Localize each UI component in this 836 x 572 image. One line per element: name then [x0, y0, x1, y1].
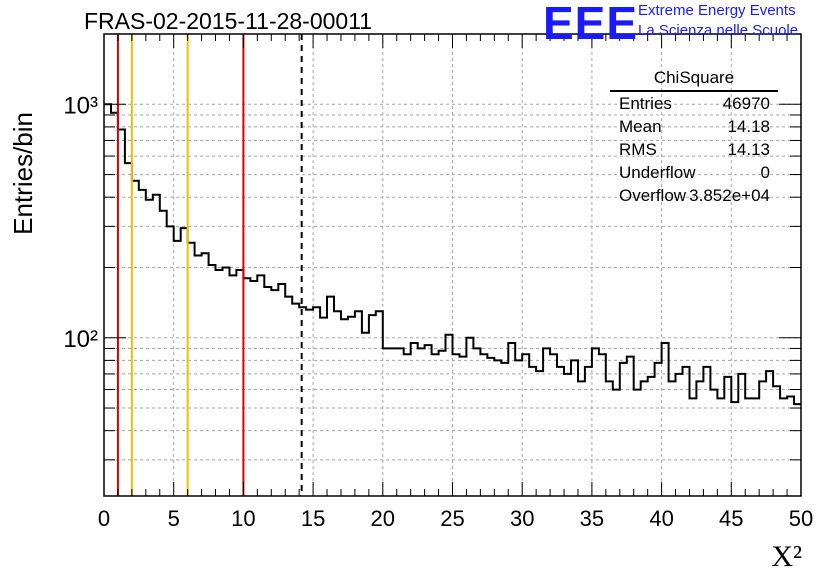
- stats-label: Entries: [619, 94, 672, 113]
- logo-line-1: Extreme Energy Events: [638, 2, 796, 19]
- stats-row: Entries 46970: [610, 92, 778, 115]
- stats-label: RMS: [619, 140, 657, 159]
- y-tick-label: 10²: [63, 326, 98, 353]
- x-tick-label: 0: [98, 506, 110, 531]
- x-tick-label: 25: [440, 506, 464, 531]
- stats-value: 14.13: [727, 140, 770, 159]
- stats-value: 3.852e+04: [689, 186, 770, 205]
- histogram-series: [104, 103, 801, 406]
- stats-value: 0: [760, 163, 770, 182]
- x-tick-labels: 0 5 10 15 20 25 30 35 40 45 50: [98, 506, 813, 531]
- stats-label: Mean: [619, 117, 662, 136]
- x-tick-label: 10: [231, 506, 255, 531]
- x-tick-label: 40: [649, 506, 673, 531]
- y-axis-label: Entries/bin: [8, 112, 38, 235]
- stats-row: Overflow 3.852e+04: [610, 184, 778, 207]
- stats-title: ChiSquare: [610, 66, 778, 92]
- x-tick-label: 45: [719, 506, 743, 531]
- stats-row: Mean 14.18: [610, 115, 778, 138]
- axis-ticks: [103, 33, 802, 496]
- eee-logo: EEE: [543, 0, 639, 49]
- plot-title: FRAS-02-2015-11-28-00011: [84, 8, 373, 34]
- x-tick-label: 30: [510, 506, 534, 531]
- stats-box: ChiSquare Entries 46970 Mean 14.18 RMS 14.1…: [610, 66, 778, 207]
- stats-row: RMS 14.13: [610, 138, 778, 161]
- stats-value: 46970: [722, 94, 770, 113]
- x-tick-label: 20: [371, 506, 395, 531]
- x-tick-label: 5: [168, 506, 180, 531]
- x-tick-label: 50: [789, 506, 813, 531]
- histogram-line: [104, 103, 801, 406]
- y-tick-label: 10³: [63, 92, 98, 119]
- stats-row: Underflow 0: [610, 161, 778, 184]
- x-tick-label: 15: [301, 506, 325, 531]
- stats-value: 14.18: [727, 117, 770, 136]
- x-axis-label: X²: [771, 540, 802, 572]
- reference-lines: [116, 34, 303, 496]
- logo-line-2: La Scienza nelle Scuole: [638, 22, 799, 39]
- y-tick-labels: 10² 10³: [63, 92, 98, 352]
- stats-label: Underflow: [619, 163, 696, 182]
- stats-label: Overflow: [619, 186, 687, 205]
- x-tick-label: 35: [580, 506, 604, 531]
